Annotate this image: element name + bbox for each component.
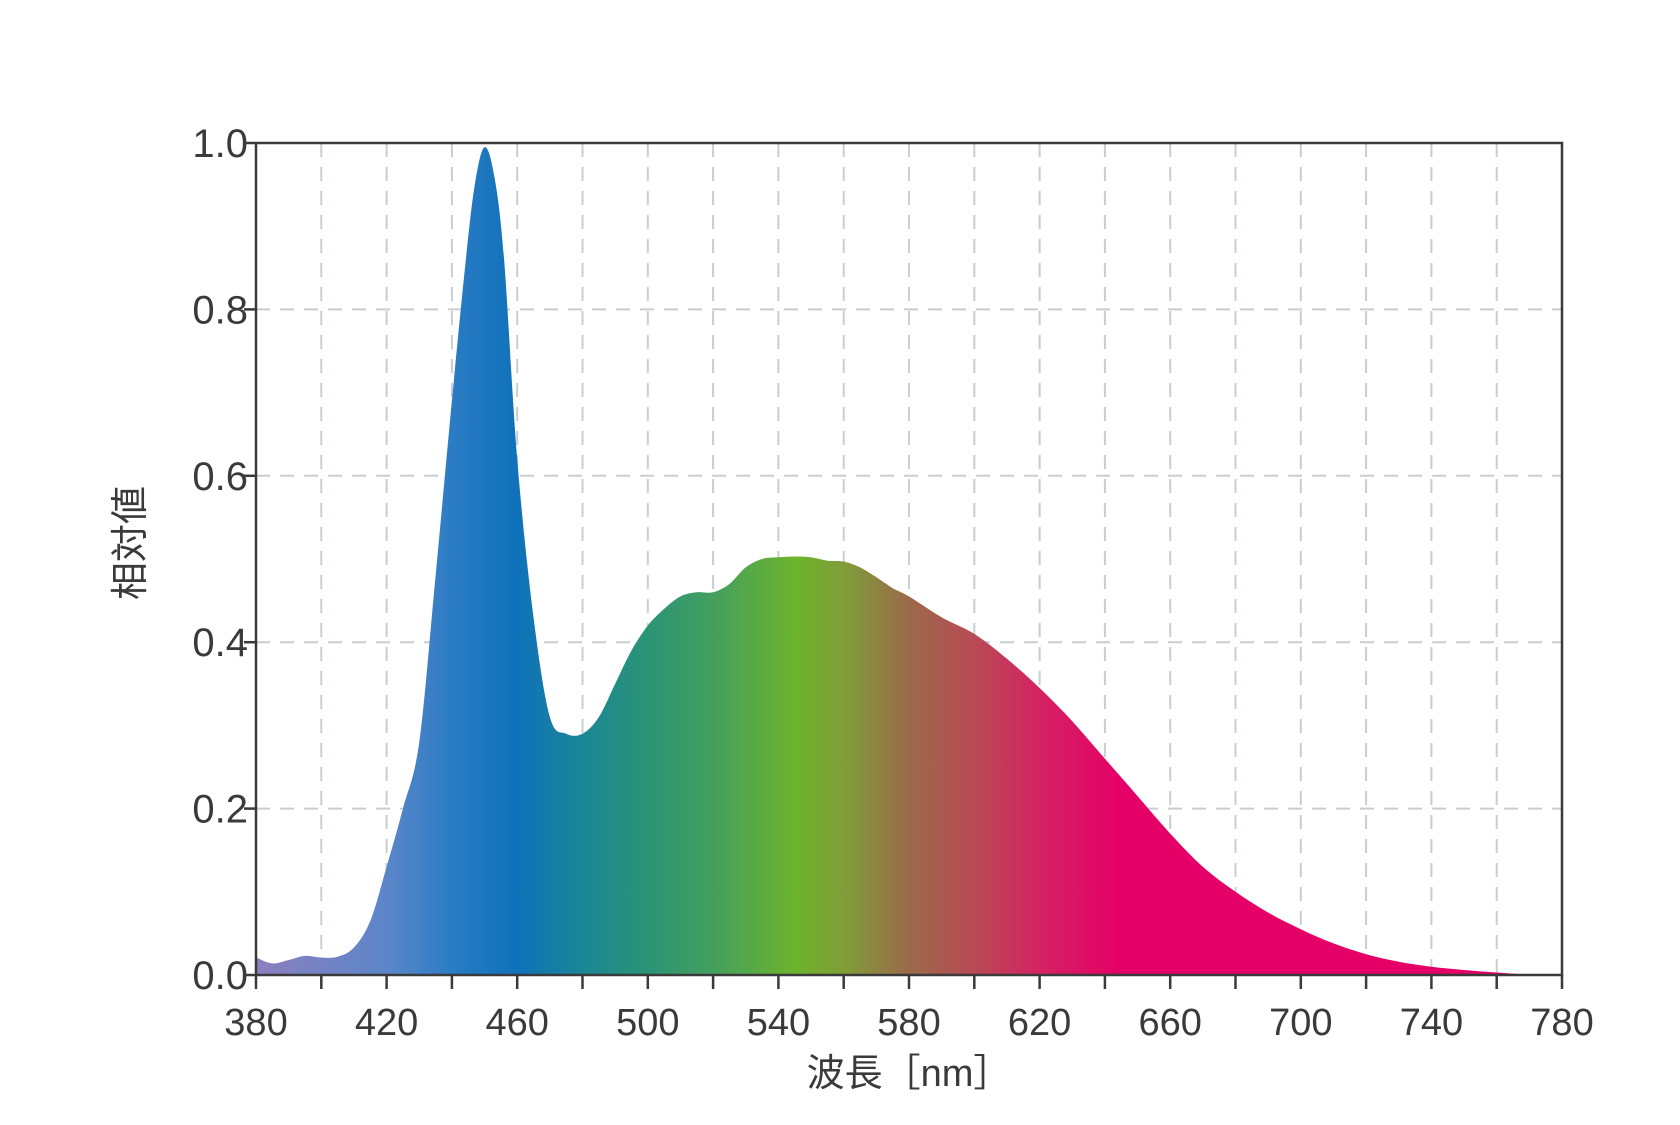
x-tick-label: 380	[224, 1002, 287, 1044]
x-tick-label: 540	[747, 1002, 810, 1044]
ticks-layer: 380 420 460 500 540 580 620 660 700 740 780 0.0 0.2 0…	[192, 122, 1593, 1044]
x-tick-label: 620	[1008, 1002, 1071, 1044]
x-tick-label: 500	[616, 1002, 679, 1044]
x-tick-label: 420	[355, 1002, 418, 1044]
y-tick-label: 0.2	[192, 788, 248, 832]
y-tick-label: 0.6	[192, 455, 248, 499]
y-axis-label: 相対値	[110, 486, 152, 600]
y-tick-label: 0.8	[192, 288, 248, 332]
x-tick-label: 740	[1400, 1002, 1463, 1044]
y-tick-label: 1.0	[192, 122, 248, 166]
x-tick-label: 660	[1138, 1002, 1201, 1044]
x-tick-label: 580	[877, 1002, 940, 1044]
x-tick-label: 460	[485, 1002, 548, 1044]
spectrum-area	[256, 147, 1562, 976]
x-axis-label: 波長［nm］	[807, 1053, 1012, 1095]
y-tick-label: 0.0	[192, 954, 248, 998]
x-tick-label: 780	[1530, 1002, 1593, 1044]
area-layer	[256, 147, 1562, 976]
x-tick-label: 700	[1269, 1002, 1332, 1044]
y-tick-label: 0.4	[192, 621, 248, 665]
